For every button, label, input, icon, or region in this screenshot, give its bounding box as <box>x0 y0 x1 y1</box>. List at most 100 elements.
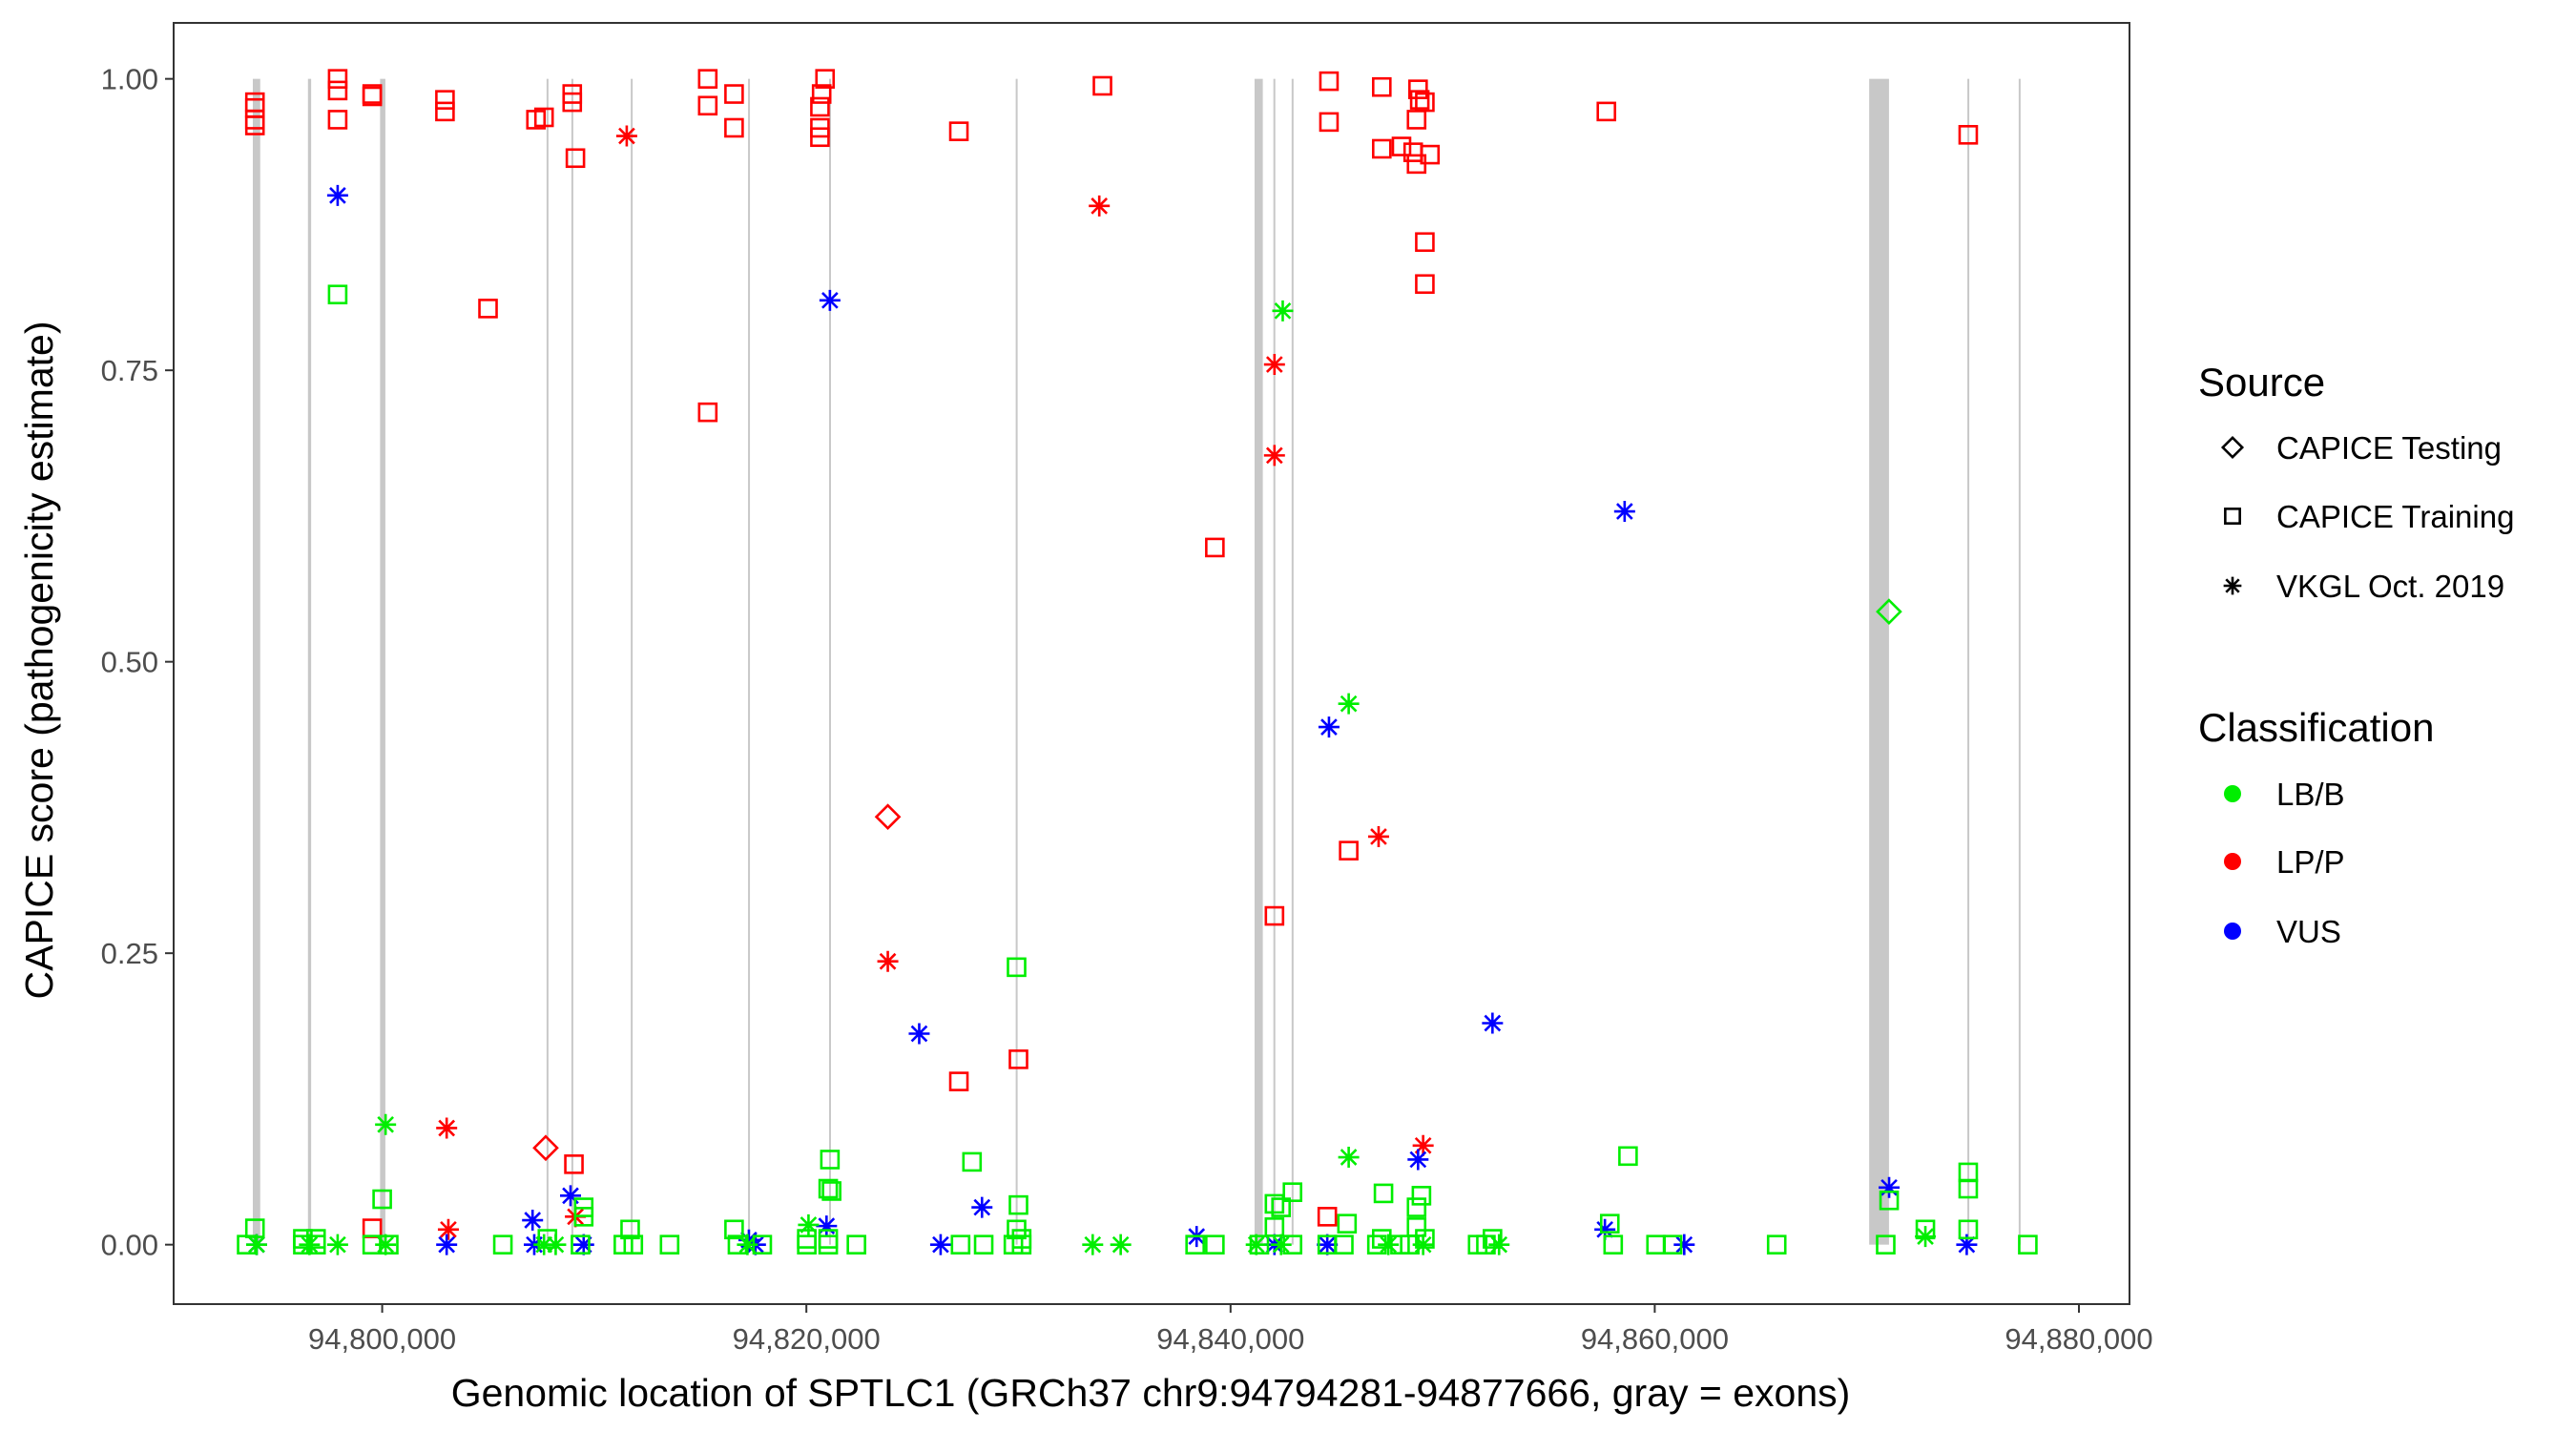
exon-band <box>546 78 549 1245</box>
data-point <box>1594 1218 1616 1240</box>
data-point <box>659 1234 680 1255</box>
data-point <box>1089 195 1111 217</box>
legend-item-asterisk: VKGL Oct. 2019 <box>2223 569 2504 604</box>
dot-icon <box>2224 785 2241 802</box>
data-point <box>1415 232 1435 253</box>
data-point <box>1879 1190 1900 1211</box>
data-point <box>811 84 832 104</box>
data-point <box>1334 1234 1354 1255</box>
data-point <box>1338 1147 1360 1169</box>
y-axis-title: CAPICE score (pathogenicity estimate) <box>17 321 61 1000</box>
legend-label: CAPICE Testing <box>2276 430 2502 466</box>
exon-band <box>2018 78 2021 1245</box>
data-point <box>244 115 265 135</box>
series-vkgl-oct-2019-lb-b <box>245 300 1937 1255</box>
data-point <box>697 402 718 423</box>
data-point <box>522 1210 544 1232</box>
data-point <box>1876 598 1902 625</box>
data-point <box>1263 445 1285 467</box>
data-point <box>1371 138 1392 159</box>
y-tick-label: 1.00 <box>101 63 158 96</box>
x-axis-title: Genomic location of SPTLC1 (GRCh37 chr9:… <box>451 1371 1851 1415</box>
legend-item-class: LB/B <box>2224 777 2345 812</box>
y-tick-label: 0.00 <box>101 1229 158 1262</box>
data-point <box>1205 537 1225 558</box>
data-point <box>375 1113 397 1135</box>
data-point <box>327 80 348 101</box>
data-point <box>565 148 586 169</box>
legend-item-square: CAPICE Training <box>2224 499 2514 534</box>
data-point <box>1596 101 1617 122</box>
data-point <box>1270 1234 1292 1255</box>
data-point <box>1915 1219 1936 1240</box>
data-point <box>1876 1234 1896 1255</box>
data-point <box>724 1219 744 1240</box>
data-point <box>820 1150 841 1170</box>
exon-band <box>1291 78 1294 1245</box>
data-point <box>816 1215 838 1237</box>
data-point <box>1245 1234 1267 1255</box>
data-point <box>478 299 498 319</box>
data-point <box>1958 1178 1979 1199</box>
data-point <box>1378 1234 1400 1255</box>
data-point <box>697 69 718 89</box>
data-point <box>533 1234 555 1255</box>
data-point <box>436 1234 458 1255</box>
data-point <box>929 1234 951 1255</box>
data-point <box>1338 693 1360 715</box>
data-point <box>613 1234 634 1255</box>
data-point <box>375 1234 397 1255</box>
data-point <box>908 1023 930 1045</box>
exon-band <box>631 78 634 1245</box>
data-point <box>573 1207 594 1227</box>
asterisk-icon <box>2223 576 2242 595</box>
data-point <box>1264 1193 1285 1214</box>
data-point <box>737 1229 759 1251</box>
x-axis: 94,800,000 94,820,000 94,840,000 94,860,000… <box>308 1304 2153 1356</box>
data-point <box>623 1234 644 1255</box>
y-tick-label: 0.75 <box>101 354 158 387</box>
data-point <box>305 1234 326 1255</box>
legend: Source CAPICE Testing CAPICE Training VKGL… <box>2198 360 2514 949</box>
data-point <box>737 1234 758 1255</box>
data-point <box>2018 1234 2038 1255</box>
legend-label: VUS <box>2276 914 2341 949</box>
data-point <box>1264 1217 1285 1237</box>
data-point <box>1282 1182 1303 1202</box>
data-point <box>237 1234 257 1255</box>
data-point <box>1406 1197 1427 1217</box>
data-point <box>1249 1234 1270 1255</box>
data-point <box>562 92 583 113</box>
data-point <box>797 1234 817 1255</box>
data-point <box>492 1234 513 1255</box>
x-tick-label: 94,820,000 <box>733 1322 881 1356</box>
data-point <box>1958 125 1979 145</box>
dot-icon <box>2224 923 2241 940</box>
diamond-icon <box>2220 435 2245 460</box>
data-point <box>1092 75 1112 96</box>
data-point <box>1319 71 1340 92</box>
data-point <box>436 1117 458 1139</box>
data-point <box>1271 1197 1292 1217</box>
x-tick-label: 94,860,000 <box>1581 1322 1729 1356</box>
data-point <box>1082 1234 1104 1255</box>
data-point <box>372 1189 392 1210</box>
data-point <box>620 1219 640 1240</box>
y-axis: 0.00 0.25 0.50 0.75 1.00 <box>101 63 174 1262</box>
series-capice-testing-lp-p <box>532 803 902 1162</box>
data-point <box>1662 1234 1683 1255</box>
series-capice-training-lp-p <box>244 69 1979 1238</box>
data-point <box>1415 92 1435 113</box>
data-point <box>1366 1234 1387 1255</box>
exon-band <box>748 78 751 1245</box>
data-point <box>1599 1213 1620 1234</box>
data-point <box>1282 1234 1303 1255</box>
data-point <box>1400 1234 1420 1255</box>
data-point <box>1613 501 1635 523</box>
exon-band <box>1015 78 1018 1245</box>
data-point <box>1958 1219 1979 1240</box>
data-point <box>874 803 902 831</box>
data-point <box>572 1234 594 1255</box>
data-point <box>971 1196 993 1218</box>
